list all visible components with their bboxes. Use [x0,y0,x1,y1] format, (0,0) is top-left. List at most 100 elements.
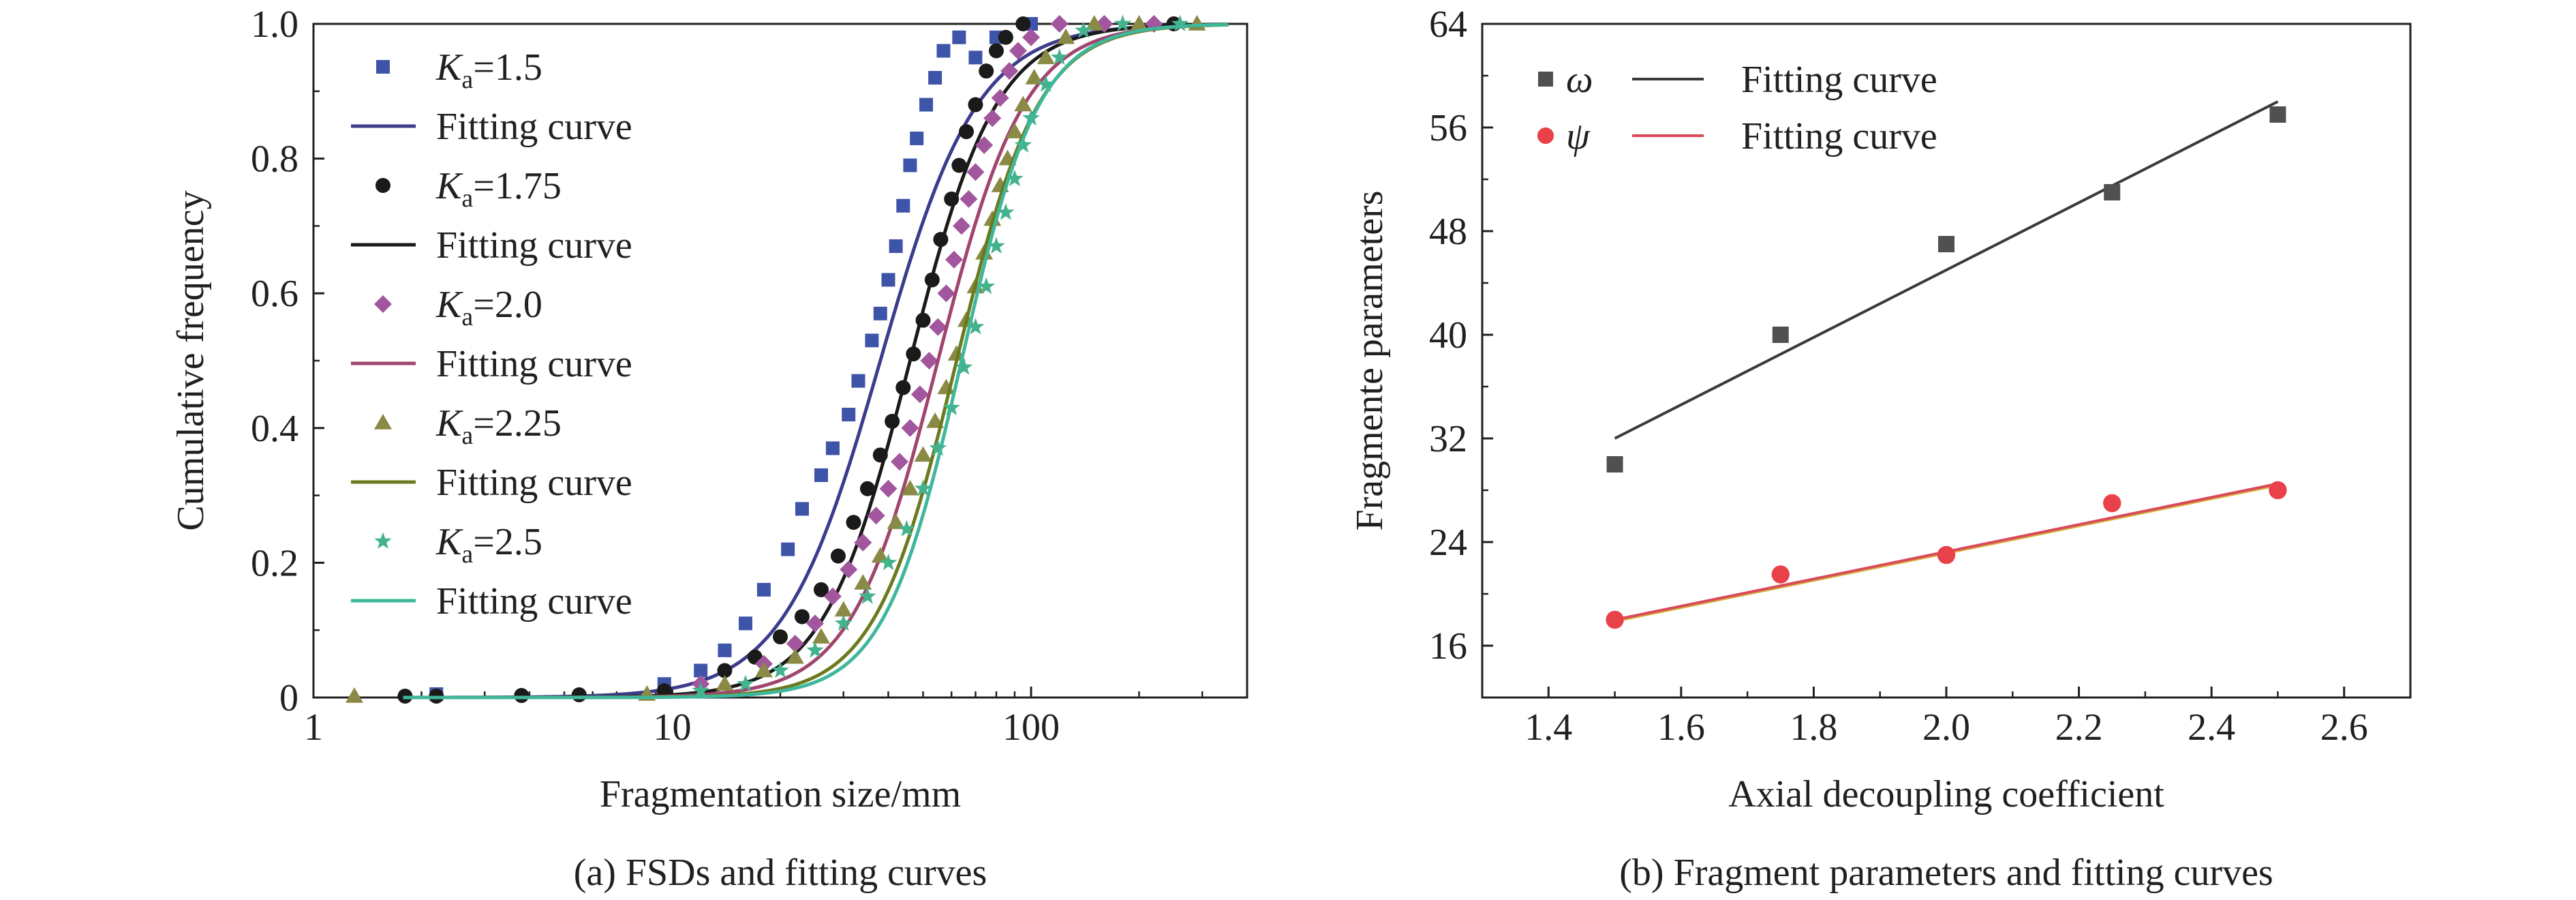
panel-a-data-point [1014,95,1032,112]
panel-a-data-point [1114,14,1132,31]
panel-b-legend-label: Fitting curve [1741,115,1937,158]
panel-a-data-point [887,513,905,529]
panel-a-data-point [914,479,932,496]
panel-a-data-point [966,318,985,335]
panel-a-data-point [896,198,910,213]
panel-a-data-point [959,124,975,140]
panel-a-data-point [1037,75,1055,92]
panel-a-y-tick-label: 1.0 [251,3,298,46]
panel-b-plot-area [1606,100,2287,629]
panel-b-y-tick-label: 32 [1429,418,1467,460]
panel-a-data-point [919,97,934,112]
panel-a-legend: Ka=1.5 Fitting curve Ka=1.75 Fitting curve K… [351,46,632,622]
panel-a-legend-marker-sample [374,532,392,549]
panel-a-data-point [975,136,994,154]
panel-b-legend-label: ω [1566,59,1593,101]
panel-b-data-point [2269,481,2287,500]
panel-b-y-tick-label: 16 [1429,625,1467,668]
panel-a-data-point [854,574,872,590]
panel-a-data-point [952,217,970,235]
panel-a-data-point [1171,14,1189,31]
panel-a-data-point [1005,123,1024,138]
panel-a-legend-label: Ka=2.25 [435,402,562,450]
panel-b-parameter-chart: 1.4 1.6 1.8 2.0 2.2 2.4 2.6 16 24 32 40 48 56 64 ω Fit… [1349,3,2412,894]
panel-a-data-point [717,663,733,678]
panel-b-y-tick-label: 40 [1429,314,1467,357]
panel-a-data-point [968,97,983,112]
panel-a-data-point [834,614,853,631]
panel-a-data-point [812,628,830,644]
panel-b-legend-label: Fitting curve [1741,59,1937,101]
panel-a-x-tick-label: 10 [654,706,692,749]
panel-a-legend-label: Fitting curve [436,462,632,504]
panel-a-data-point [718,643,732,657]
panel-a-data-point [945,250,963,269]
panel-a-x-tick-label: 100 [1002,706,1060,749]
panel-a-data-point [795,502,809,516]
panel-a-data-point [786,648,804,664]
panel-a-data-point [910,131,924,145]
panel-a-plot-area [345,14,1229,704]
panel-a-data-point [898,520,916,537]
panel-a-data-point [966,163,985,181]
panel-a-data-point [859,587,876,604]
panel-a-data-point [865,333,879,348]
panel-a-data-point [806,614,825,633]
panel-b-x-tick-label: 1.6 [1657,706,1705,749]
panel-b-y-tick-label: 56 [1429,107,1467,149]
panel-a-data-point [987,237,1005,254]
panel-a-data-point [345,687,363,703]
panel-a-data-point [914,446,932,462]
panel-a-data-point [738,616,752,631]
panel-a-data-point [571,687,587,703]
panel-a-data-point [814,468,828,482]
panel-a-data-point [1130,15,1148,31]
panel-a-data-point [786,634,804,652]
panel-a-legend-label: Ka=2.0 [435,284,542,331]
panel-a-legend-marker-sample [374,295,392,313]
panel-a-data-point [871,547,889,563]
panel-a-data-point [851,374,865,388]
panel-a-legend-label: Ka=1.5 [435,46,542,94]
panel-b-data-point [2269,106,2286,123]
panel-a-data-point [879,553,898,571]
panel-a-data-point [1050,15,1069,33]
panel-a-caption: (a) FSDs and fitting curves [574,852,987,894]
panel-a-data-point [1022,28,1041,46]
panel-b-x-tick-label: 2.0 [1922,706,1970,749]
panel-a-data-point [813,582,829,597]
panel-a-data-point [1075,21,1092,38]
panel-b-y-tick-label: 24 [1429,522,1467,564]
panel-a-data-point [960,190,978,208]
panel-a-data-point [694,663,708,678]
panel-a-data-point [881,273,895,287]
panel-a-data-point [920,352,938,370]
panel-a-data-point [968,50,983,65]
panel-a-data-point [1009,42,1027,60]
panel-a-data-point [781,542,795,556]
panel-a-legend-label: Ka=1.75 [435,165,562,213]
panel-a-data-point [1050,48,1069,65]
panel-a-data-point [929,438,947,456]
panel-b-data-point [1937,545,1956,565]
panel-a-fsd-chart: 1 10 100 0 0.2 0.4 0.6 0.8 1.0 Ka=1.5 Fitting cur… [170,3,1248,894]
panel-a-data-point [859,481,875,496]
panel-a-data-point [806,641,824,658]
panel-a-data-point [716,675,734,691]
panel-a-y-tick-label: 0.4 [251,408,298,450]
panel-a-data-point [754,661,773,678]
panel-a-data-point [771,661,789,678]
panel-b-data-point [1771,565,1790,584]
panel-b-data-point [1606,610,1624,629]
panel-a-legend-marker-sample [374,414,392,430]
panel-a-data-point [1006,169,1024,187]
panel-a-data-point [1057,28,1075,44]
panel-a-data-point [825,441,840,455]
panel-a-data-point [1085,15,1103,31]
panel-a-data-point [773,629,788,645]
panel-a-data-point [928,71,942,85]
panel-a-data-point [1015,16,1031,31]
panel-a-legend-marker-sample [375,178,390,193]
panel-b-data-point [1772,327,1789,343]
